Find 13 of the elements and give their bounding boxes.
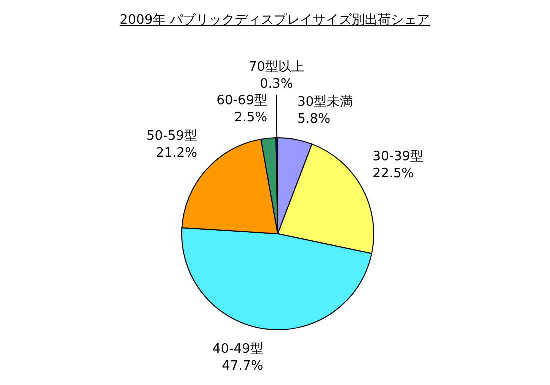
slice-label: 30-39型 bbox=[372, 149, 424, 164]
data-label: 5.8% bbox=[298, 112, 331, 127]
chart-title: 2009年 パブリックディスプレイサイズ別出荷シェア bbox=[120, 13, 430, 28]
data-label: 0.3% bbox=[260, 77, 294, 92]
slice-label: 70型以上 bbox=[248, 60, 304, 76]
data-label: 2.5% bbox=[234, 110, 268, 126]
slice-label: 60-69型 bbox=[216, 94, 268, 109]
data-label: 47.7% bbox=[222, 359, 264, 374]
data-label: 21.2% bbox=[156, 146, 198, 162]
data-label: 22.5% bbox=[372, 166, 414, 182]
slice-label: 50-59型 bbox=[146, 129, 198, 144]
slice-label: 30型未満 bbox=[298, 94, 354, 110]
slice-label: 40-49型 bbox=[212, 342, 264, 358]
